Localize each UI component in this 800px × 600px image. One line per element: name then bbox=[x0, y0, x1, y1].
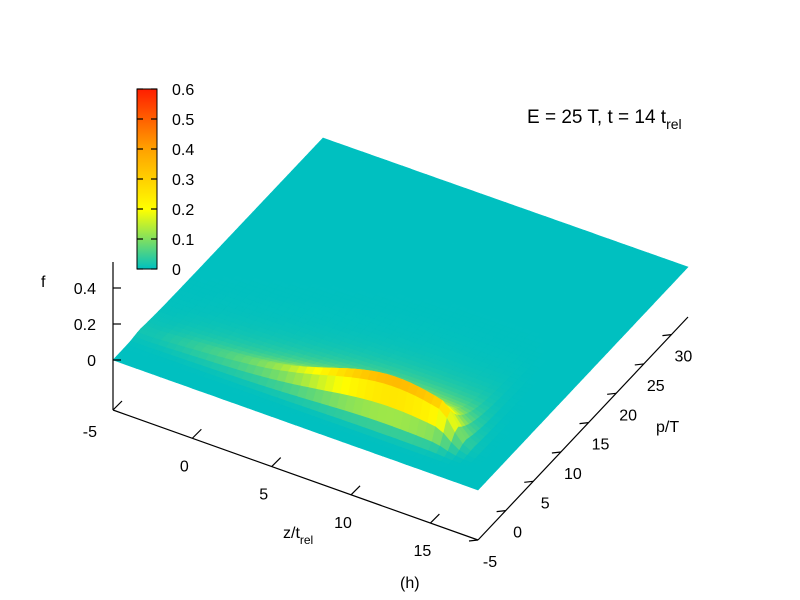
y-tick-mark bbox=[468, 539, 479, 542]
x-tick-mark bbox=[191, 428, 202, 439]
colorbar-tick-label: 0.5 bbox=[172, 112, 194, 129]
chart-title: E = 25 T, t = 14 trel bbox=[527, 107, 682, 132]
z-axis-ticks: 0 0.2 0.4 -5 bbox=[74, 281, 121, 441]
x-tick-label: -5 bbox=[83, 424, 97, 441]
colorbar-tick-label: 0.4 bbox=[172, 142, 194, 159]
x-axis-line bbox=[112, 409, 479, 541]
colorbar-tick-label: 0.3 bbox=[172, 172, 194, 189]
axes-frame bbox=[112, 262, 689, 541]
y-tick-mark bbox=[496, 510, 506, 513]
y-tick-label: 30 bbox=[675, 349, 693, 366]
x-tick-label: 0 bbox=[180, 458, 189, 475]
x-axis-label: z/trel bbox=[283, 525, 313, 547]
y-axis-line bbox=[477, 316, 689, 541]
z-tick-label: 0.4 bbox=[74, 281, 96, 298]
z-axis-label: f bbox=[41, 274, 46, 291]
x-tick-mark bbox=[350, 485, 361, 496]
colorbar: 0 0.1 0.2 0.3 0.4 0.5 0.6 bbox=[136, 82, 194, 279]
y-tick-label: 10 bbox=[564, 466, 582, 483]
x-tick-label: 10 bbox=[334, 515, 352, 532]
y-tick-label: 0 bbox=[513, 525, 522, 542]
surface-facet bbox=[469, 483, 483, 491]
colorbar-tick-label: 0.1 bbox=[172, 232, 194, 249]
y-axis-label: p/T bbox=[656, 419, 679, 436]
y-axis-ticks: -5 0 5 10 15 20 25 30 bbox=[468, 334, 693, 571]
x-tick-label: 15 bbox=[413, 543, 431, 560]
z-tick-label: 0.2 bbox=[74, 317, 96, 334]
y-tick-mark bbox=[524, 480, 534, 483]
y-tick-label: 20 bbox=[619, 407, 637, 424]
y-tick-mark bbox=[551, 451, 561, 454]
x-tick-label: 5 bbox=[259, 487, 268, 504]
colorbar-tick-label: 0.6 bbox=[172, 82, 194, 99]
y-tick-label: 15 bbox=[592, 437, 610, 454]
y-tick-mark bbox=[579, 422, 589, 425]
y-tick-mark bbox=[607, 392, 617, 395]
x-tick-mark bbox=[112, 400, 123, 411]
surface-mesh bbox=[112, 137, 689, 491]
y-tick-label: 5 bbox=[541, 495, 550, 512]
colorbar-tick-label: 0.2 bbox=[172, 202, 194, 219]
colorbar-ticks: 0 0.1 0.2 0.3 0.4 0.5 0.6 bbox=[137, 82, 194, 279]
y-tick-label: -5 bbox=[483, 554, 497, 571]
colorbar-tick-label: 0 bbox=[172, 262, 181, 279]
x-tick-mark bbox=[429, 513, 440, 524]
figure-caption: (h) bbox=[400, 575, 420, 592]
y-tick-mark bbox=[634, 363, 644, 366]
x-tick-mark bbox=[271, 457, 282, 467]
y-tick-mark bbox=[662, 334, 672, 337]
z-tick-label: 0 bbox=[87, 353, 96, 370]
y-tick-label: 25 bbox=[647, 378, 665, 395]
